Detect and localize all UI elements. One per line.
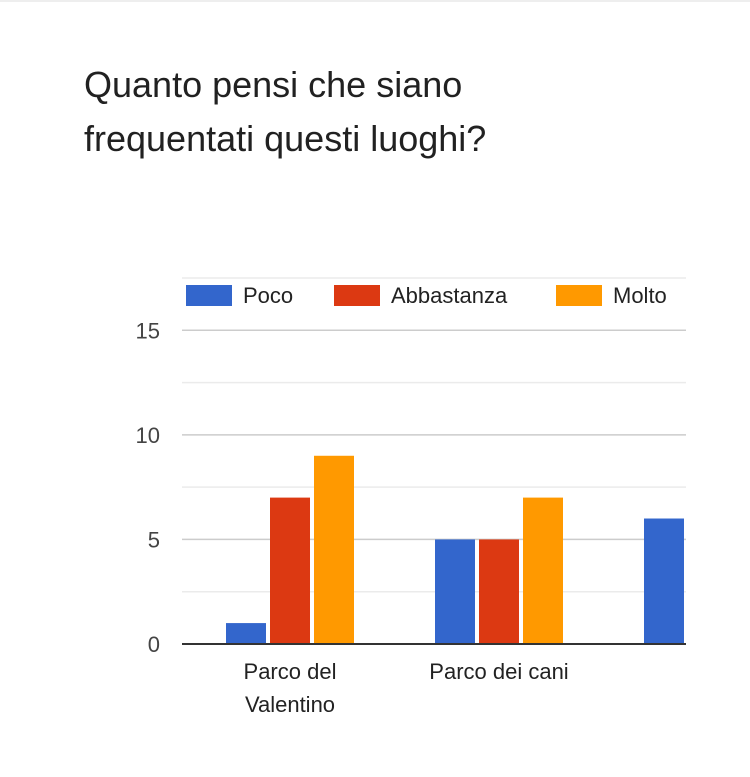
legend-label: Molto: [613, 283, 667, 308]
category-labels: Parco del Valentino Parco dei cani S: [244, 659, 716, 717]
y-axis-ticks: 0 5 10 15: [136, 318, 160, 657]
legend-swatch: [556, 285, 602, 306]
question-title: Quanto pensi che siano frequentati quest…: [84, 58, 644, 166]
legend-item-molto: Molto: [556, 283, 667, 308]
y-tick-label: 0: [148, 632, 160, 657]
bar-molto-1: [314, 455, 354, 644]
bar-abbastanza-1: [270, 497, 310, 644]
legend-swatch: [186, 285, 232, 306]
category-label: S: [701, 659, 716, 684]
question-title-line-1: Quanto pensi che siano: [84, 64, 463, 105]
grid-lines: [182, 277, 686, 593]
y-tick-label: 15: [136, 318, 160, 343]
top-divider: [0, 0, 750, 2]
bar-abbastanza-2: [479, 539, 519, 644]
category-label: Parco dei cani: [429, 659, 568, 684]
y-tick-label: 10: [136, 423, 160, 448]
bar-poco-2: [435, 539, 475, 644]
legend: Poco Abbastanza Molto: [186, 283, 667, 308]
legend-item-abbastanza: Abbastanza: [334, 283, 508, 308]
legend-label: Poco: [243, 283, 293, 308]
legend-label: Abbastanza: [391, 283, 508, 308]
legend-swatch: [334, 285, 380, 306]
question-title-line-2: frequentati questi luoghi?: [84, 118, 487, 159]
bars: [226, 455, 684, 644]
bar-molto-2: [523, 497, 563, 644]
category-label: Parco del Valentino: [244, 659, 337, 717]
bar-poco-3: [644, 518, 684, 644]
legend-item-poco: Poco: [186, 283, 293, 308]
y-tick-label: 5: [148, 527, 160, 552]
bar-poco-1: [226, 623, 266, 644]
